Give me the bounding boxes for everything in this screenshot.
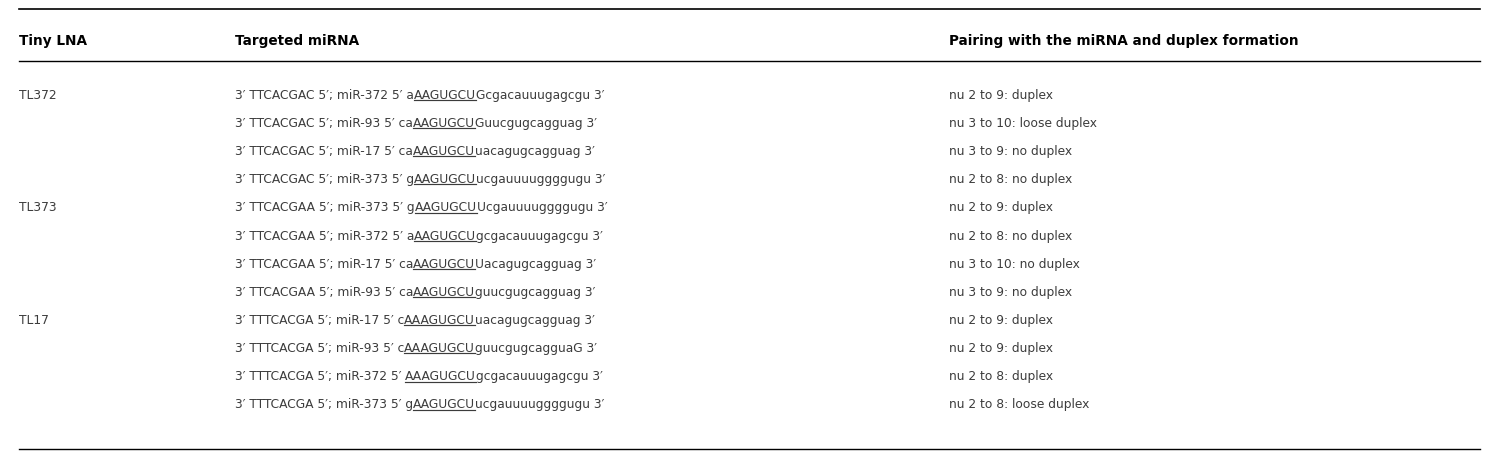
- Text: Targeted miRNA: Targeted miRNA: [235, 34, 358, 48]
- Text: nu 2 to 8: no duplex: nu 2 to 8: no duplex: [949, 173, 1072, 186]
- Text: gcgacauuugagcgu 3′: gcgacauuugagcgu 3′: [476, 230, 604, 242]
- Text: Ucgauuuuggggugu 3′: Ucgauuuuggggugu 3′: [477, 202, 607, 214]
- Text: nu 2 to 9: duplex: nu 2 to 9: duplex: [949, 89, 1053, 102]
- Text: AAAGUGCU: AAAGUGCU: [404, 314, 476, 327]
- Text: gcgacauuugagcgu 3′: gcgacauuugagcgu 3′: [476, 370, 604, 383]
- Text: Pairing with the miRNA and duplex formation: Pairing with the miRNA and duplex format…: [949, 34, 1298, 48]
- Text: AAAGUGCU: AAAGUGCU: [404, 342, 476, 355]
- Text: 3′ TTTCACGA 5′; miR-17 5′ c: 3′ TTTCACGA 5′; miR-17 5′ c: [235, 314, 404, 327]
- Text: AAGUGCU: AAGUGCU: [413, 286, 476, 299]
- Text: guucgugcagguaG 3′: guucgugcagguaG 3′: [476, 342, 598, 355]
- Text: 3′ TTCACGAC 5′; miR-373 5′ g: 3′ TTCACGAC 5′; miR-373 5′ g: [235, 173, 413, 186]
- Text: AAGUGCU: AAGUGCU: [415, 202, 477, 214]
- Text: nu 3 to 10: no duplex: nu 3 to 10: no duplex: [949, 258, 1080, 271]
- Text: nu 2 to 9: duplex: nu 2 to 9: duplex: [949, 314, 1053, 327]
- Text: nu 2 to 9: duplex: nu 2 to 9: duplex: [949, 202, 1053, 214]
- Text: 3′ TTCACGAC 5′; miR-93 5′ ca: 3′ TTCACGAC 5′; miR-93 5′ ca: [235, 117, 413, 130]
- Text: ucgauuuuggggugu 3′: ucgauuuuggggugu 3′: [476, 173, 605, 186]
- Text: AAGUGCU: AAGUGCU: [413, 173, 476, 186]
- Text: AAGUGCU: AAGUGCU: [413, 145, 474, 158]
- Text: AAGUGCU: AAGUGCU: [413, 399, 476, 411]
- Text: 3′ TTTCACGA 5′; miR-372 5′: 3′ TTTCACGA 5′; miR-372 5′: [235, 370, 406, 383]
- Text: nu 2 to 8: no duplex: nu 2 to 8: no duplex: [949, 230, 1072, 242]
- Text: Gcgacauuugagcgu 3′: Gcgacauuugagcgu 3′: [476, 89, 604, 102]
- Text: Uacagugcagguag 3′: Uacagugcagguag 3′: [476, 258, 596, 271]
- Text: AAAGUGCU: AAAGUGCU: [406, 370, 476, 383]
- Text: nu 2 to 8: loose duplex: nu 2 to 8: loose duplex: [949, 399, 1088, 411]
- Text: TL17: TL17: [19, 314, 49, 327]
- Text: TL372: TL372: [19, 89, 57, 102]
- Text: AAGUGCU: AAGUGCU: [413, 117, 474, 130]
- Text: TL373: TL373: [19, 202, 57, 214]
- Text: 3′ TTTCACGA 5′; miR-373 5′ g: 3′ TTTCACGA 5′; miR-373 5′ g: [235, 399, 413, 411]
- Text: 3′ TTCACGAA 5′; miR-372 5′ a: 3′ TTCACGAA 5′; miR-372 5′ a: [235, 230, 415, 242]
- Text: nu 3 to 9: no duplex: nu 3 to 9: no duplex: [949, 145, 1072, 158]
- Text: nu 3 to 9: no duplex: nu 3 to 9: no duplex: [949, 286, 1072, 299]
- Text: Guucgugcagguag 3′: Guucgugcagguag 3′: [474, 117, 596, 130]
- Text: 3′ TTCACGAC 5′; miR-17 5′ ca: 3′ TTCACGAC 5′; miR-17 5′ ca: [235, 145, 413, 158]
- Text: 3′ TTCACGAA 5′; miR-373 5′ g: 3′ TTCACGAA 5′; miR-373 5′ g: [235, 202, 415, 214]
- Text: 3′ TTCACGAA 5′; miR-93 5′ ca: 3′ TTCACGAA 5′; miR-93 5′ ca: [235, 286, 413, 299]
- Text: 3′ TTTCACGA 5′; miR-93 5′ c: 3′ TTTCACGA 5′; miR-93 5′ c: [235, 342, 404, 355]
- Text: uacagugcagguag 3′: uacagugcagguag 3′: [474, 145, 595, 158]
- Text: AAGUGCU: AAGUGCU: [413, 258, 476, 271]
- Text: nu 3 to 10: loose duplex: nu 3 to 10: loose duplex: [949, 117, 1097, 130]
- Text: 3′ TTCACGAC 5′; miR-372 5′ a: 3′ TTCACGAC 5′; miR-372 5′ a: [235, 89, 413, 102]
- Text: Tiny LNA: Tiny LNA: [19, 34, 88, 48]
- Text: 3′ TTCACGAA 5′; miR-17 5′ ca: 3′ TTCACGAA 5′; miR-17 5′ ca: [235, 258, 413, 271]
- Text: ucgauuuuggggugu 3′: ucgauuuuggggugu 3′: [476, 399, 605, 411]
- Text: AAGUGCU: AAGUGCU: [413, 89, 476, 102]
- Text: guucgugcagguag 3′: guucgugcagguag 3′: [476, 286, 596, 299]
- Text: nu 2 to 9: duplex: nu 2 to 9: duplex: [949, 342, 1053, 355]
- Text: uacagugcagguag 3′: uacagugcagguag 3′: [476, 314, 595, 327]
- Text: AAGUGCU: AAGUGCU: [415, 230, 476, 242]
- Text: nu 2 to 8: duplex: nu 2 to 8: duplex: [949, 370, 1053, 383]
